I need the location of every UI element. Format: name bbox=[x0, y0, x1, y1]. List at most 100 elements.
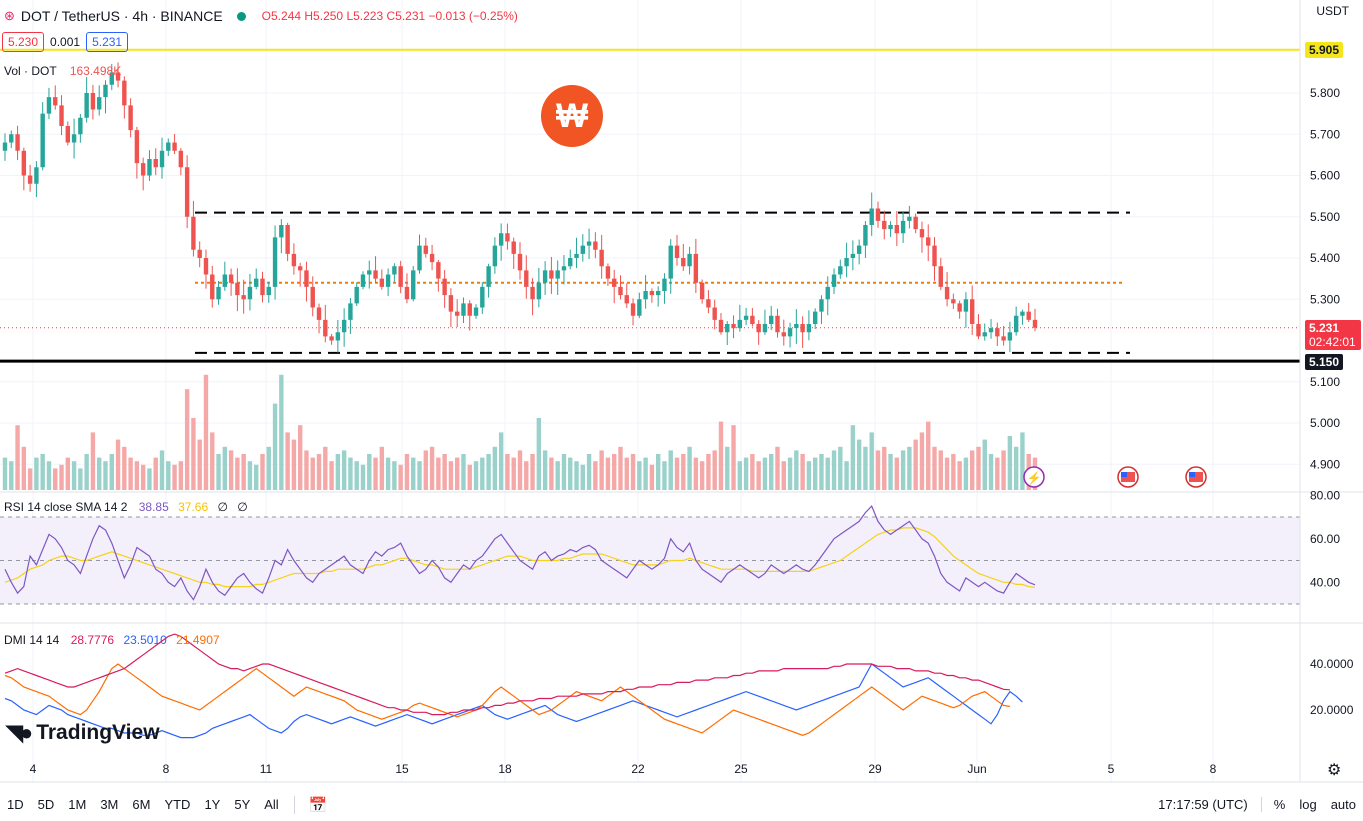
volume-bar-63 bbox=[398, 464, 403, 490]
volume-bar-135 bbox=[850, 425, 856, 490]
auto-toggle[interactable]: auto bbox=[1330, 797, 1356, 812]
volume-bar-79 bbox=[498, 432, 504, 490]
candle-body-22 bbox=[140, 163, 146, 176]
candle-161 bbox=[1013, 306, 1019, 336]
candle-body-155 bbox=[976, 324, 981, 337]
candle-body-30 bbox=[191, 216, 196, 250]
volume-bar-71 bbox=[448, 461, 454, 490]
candle-body-69 bbox=[436, 262, 441, 279]
dmi-lines bbox=[4, 633, 1023, 739]
close-value: C5.231 bbox=[386, 9, 426, 23]
candle-65 bbox=[411, 265, 416, 302]
candle-body-50 bbox=[316, 307, 322, 320]
volume-bar-17 bbox=[109, 454, 114, 490]
candle-28 bbox=[178, 147, 184, 176]
candle-30 bbox=[191, 200, 196, 257]
candle-body-59 bbox=[373, 270, 378, 279]
symbol-icon[interactable]: ⊛ bbox=[4, 8, 15, 23]
log-toggle[interactable]: log bbox=[1299, 797, 1317, 812]
candle-body-11 bbox=[71, 134, 77, 143]
volume-bar-94 bbox=[593, 461, 598, 490]
volume-bar-89 bbox=[561, 454, 567, 490]
currency-label[interactable]: USDT bbox=[1316, 4, 1349, 18]
volume-bar-21 bbox=[134, 461, 140, 490]
candle-4 bbox=[27, 164, 33, 192]
volume-bar-55 bbox=[348, 457, 353, 490]
volume-bar-88 bbox=[555, 461, 560, 490]
candle-body-103 bbox=[649, 291, 655, 296]
volume-bar-10 bbox=[65, 457, 71, 490]
volume-bar-121 bbox=[762, 457, 768, 490]
range-5y[interactable]: 5Y bbox=[234, 797, 251, 812]
candle-body-109 bbox=[687, 253, 692, 267]
candle-body-63 bbox=[398, 266, 403, 287]
range-ytd[interactable]: YTD bbox=[164, 797, 191, 812]
rsi-value: 38.85 bbox=[138, 500, 169, 514]
candle-16 bbox=[103, 80, 108, 114]
candle-104 bbox=[655, 286, 661, 307]
volume-bar-42 bbox=[266, 446, 271, 490]
candle-52 bbox=[329, 333, 334, 345]
range-3m[interactable]: 3M bbox=[100, 797, 119, 812]
candle-body-79 bbox=[498, 233, 504, 246]
candle-145 bbox=[913, 213, 918, 234]
percent-toggle[interactable]: % bbox=[1260, 797, 1293, 812]
candle-19 bbox=[122, 76, 127, 119]
volume-bar-87 bbox=[549, 457, 554, 490]
high-value: H5.250 bbox=[304, 9, 344, 23]
time-tick-6: 25 bbox=[734, 762, 748, 776]
candle-26 bbox=[166, 138, 171, 157]
price-tick-3: 5.500 bbox=[1310, 210, 1340, 224]
range-1d[interactable]: 1D bbox=[7, 797, 24, 812]
candle-body-44 bbox=[279, 225, 284, 238]
range-6m[interactable]: 6M bbox=[132, 797, 151, 812]
candle-94 bbox=[593, 232, 598, 259]
candle-127 bbox=[800, 316, 805, 348]
event-markers[interactable]: ⚡ bbox=[1023, 466, 1207, 488]
candle-21 bbox=[134, 126, 140, 179]
buy-button[interactable]: 5.231 bbox=[86, 32, 129, 52]
candle-85 bbox=[536, 267, 542, 308]
volume-bar-99 bbox=[624, 457, 629, 490]
candle-82 bbox=[517, 242, 523, 280]
rsi-empty-1: ∅ bbox=[217, 500, 228, 514]
range-all[interactable]: All bbox=[264, 797, 279, 812]
candle-body-3 bbox=[21, 150, 27, 176]
volume-bar-140 bbox=[882, 446, 887, 490]
candle-body-95 bbox=[599, 249, 604, 267]
bitcoin-logo-icon: ₩ bbox=[541, 85, 603, 147]
candle-33 bbox=[210, 265, 215, 308]
symbol-title[interactable]: DOT / TetherUS · 4h · BINANCE bbox=[20, 8, 223, 24]
range-1m[interactable]: 1M bbox=[68, 797, 87, 812]
candle-60 bbox=[379, 269, 385, 290]
candle-91 bbox=[574, 237, 579, 269]
settings-gear-icon[interactable]: ⚙ bbox=[1327, 762, 1342, 779]
candle-13 bbox=[84, 77, 89, 123]
dmi-plus-line bbox=[4, 663, 1023, 739]
tradingview-logo[interactable]: ◥● TradingView bbox=[6, 720, 160, 746]
volume-bar-38 bbox=[241, 454, 246, 490]
volume-bar-0 bbox=[2, 457, 8, 490]
utc-clock[interactable]: 17:17:59 (UTC) bbox=[1158, 797, 1248, 812]
volume-bar-64 bbox=[404, 454, 410, 490]
candle-body-161 bbox=[1013, 315, 1019, 333]
candle-71 bbox=[448, 288, 454, 328]
candle-body-31 bbox=[197, 249, 202, 258]
candle-73 bbox=[461, 297, 466, 324]
date-range-icon[interactable]: 📅 bbox=[293, 795, 335, 814]
dmi-legend[interactable]: DMI 14 14 28.7776 23.5010 21.4907 bbox=[4, 633, 220, 647]
candle-130 bbox=[819, 295, 824, 325]
candle-56 bbox=[354, 282, 359, 306]
range-5d[interactable]: 5D bbox=[37, 797, 55, 812]
candle-140 bbox=[882, 210, 887, 240]
candle-103 bbox=[649, 288, 655, 303]
sell-button[interactable]: 5.230 bbox=[2, 32, 45, 52]
dmi-tick-1: 20.0000 bbox=[1310, 703, 1354, 717]
candle-42 bbox=[266, 281, 271, 303]
range-1y[interactable]: 1Y bbox=[204, 797, 221, 812]
volume-bar-132 bbox=[831, 450, 837, 490]
rsi-legend[interactable]: RSI 14 close SMA 14 2 38.85 37.66 ∅ ∅ bbox=[4, 500, 248, 514]
volume-legend[interactable]: Vol · DOT 163.498K bbox=[4, 64, 121, 78]
candle-55 bbox=[348, 297, 353, 334]
